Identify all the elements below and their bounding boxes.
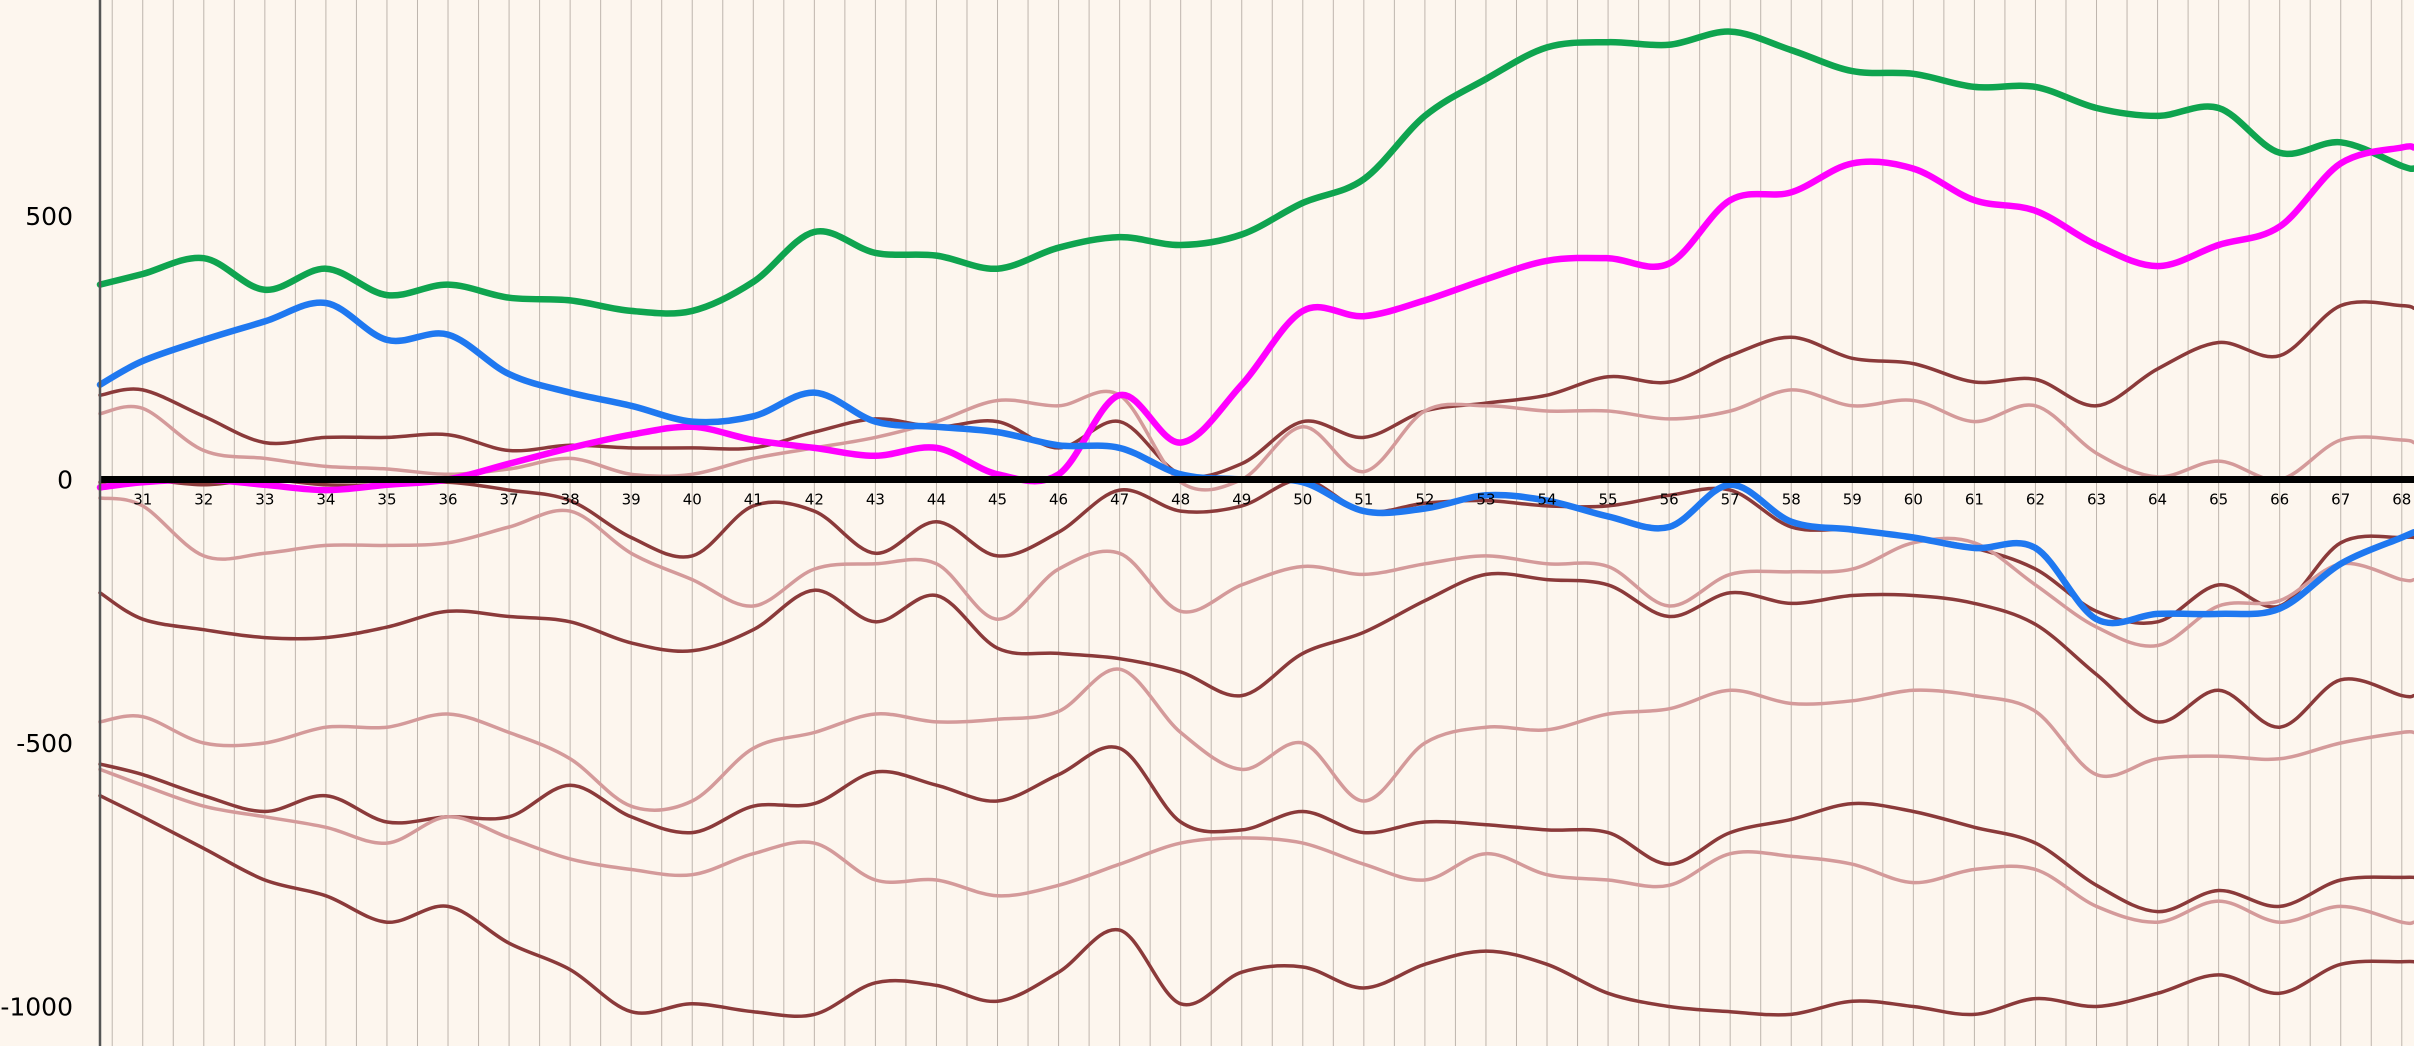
series-line-dark1 (98, 300, 2414, 479)
x-tick-label: 55 (1599, 491, 1618, 509)
x-tick-label: 37 (500, 491, 519, 509)
x-tick-label: 64 (2148, 491, 2167, 509)
x-tick-label: 54 (1537, 491, 1556, 509)
x-tick-label: 60 (1904, 491, 1923, 509)
x-tick-label: 66 (2270, 491, 2289, 509)
series-line-dark3 (98, 571, 2414, 729)
x-tick-label: 43 (866, 491, 885, 509)
x-tick-label: 32 (194, 491, 213, 509)
x-tick-label: 63 (2087, 491, 2106, 509)
x-tick-label: 68 (2392, 491, 2411, 509)
y-tick-label: -500 (16, 729, 73, 758)
x-tick-label: 40 (683, 491, 702, 509)
x-tick-label: 41 (744, 491, 763, 509)
x-tick-label: 53 (1476, 491, 1495, 509)
y-tick-label: 500 (25, 202, 73, 231)
x-tick-labels: 31 32 33 34 35 36 37 38 39 40 41 42 43 44 45 46 47 48 49 50… (133, 491, 2411, 509)
series-line-light4 (98, 767, 2414, 926)
x-tick-label: 38 (561, 491, 580, 509)
y-tick-label: 0 (57, 466, 73, 495)
x-tick-label: 33 (255, 491, 274, 509)
x-tick-label: 61 (1965, 491, 1984, 509)
x-tick-label: 49 (1232, 491, 1251, 509)
x-tick-label: 31 (133, 491, 152, 509)
x-tick-label: 57 (1721, 491, 1740, 509)
x-tick-label: 58 (1782, 491, 1801, 509)
x-tick-label: 62 (2026, 491, 2045, 509)
x-tick-label: 56 (1660, 491, 1679, 509)
series-line-dark5 (98, 793, 2414, 1019)
x-tick-label: 35 (377, 491, 396, 509)
x-tick-label: 48 (1171, 491, 1190, 509)
x-tick-label: 34 (316, 491, 335, 509)
y-tick-labels: 500 0 -500 -1000 (0, 202, 73, 1021)
x-tick-label: 52 (1415, 491, 1434, 509)
x-tick-label: 46 (1049, 491, 1068, 509)
x-tick-label: 47 (1110, 491, 1129, 509)
series-line-light1 (98, 388, 2414, 492)
y-tick-label: -1000 (0, 992, 73, 1021)
x-tick-label: 67 (2331, 491, 2350, 509)
series-line-green (96, 28, 2414, 317)
x-tick-label: 39 (622, 491, 641, 509)
grid-lines (111, 0, 2403, 1046)
series-line-light3 (98, 667, 2414, 812)
x-tick-label: 51 (1354, 491, 1373, 509)
x-tick-label: 44 (927, 491, 946, 509)
series-line-magenta (96, 143, 2414, 494)
x-tick-label: 59 (1843, 491, 1862, 509)
series-line-light2 (98, 496, 2414, 648)
x-tick-label: 65 (2209, 491, 2228, 509)
series-line-dark4 (98, 745, 2414, 914)
x-tick-label: 45 (988, 491, 1007, 509)
x-tick-label: 42 (805, 491, 824, 509)
x-tick-label: 36 (438, 491, 457, 509)
x-tick-label: 50 (1293, 491, 1312, 509)
